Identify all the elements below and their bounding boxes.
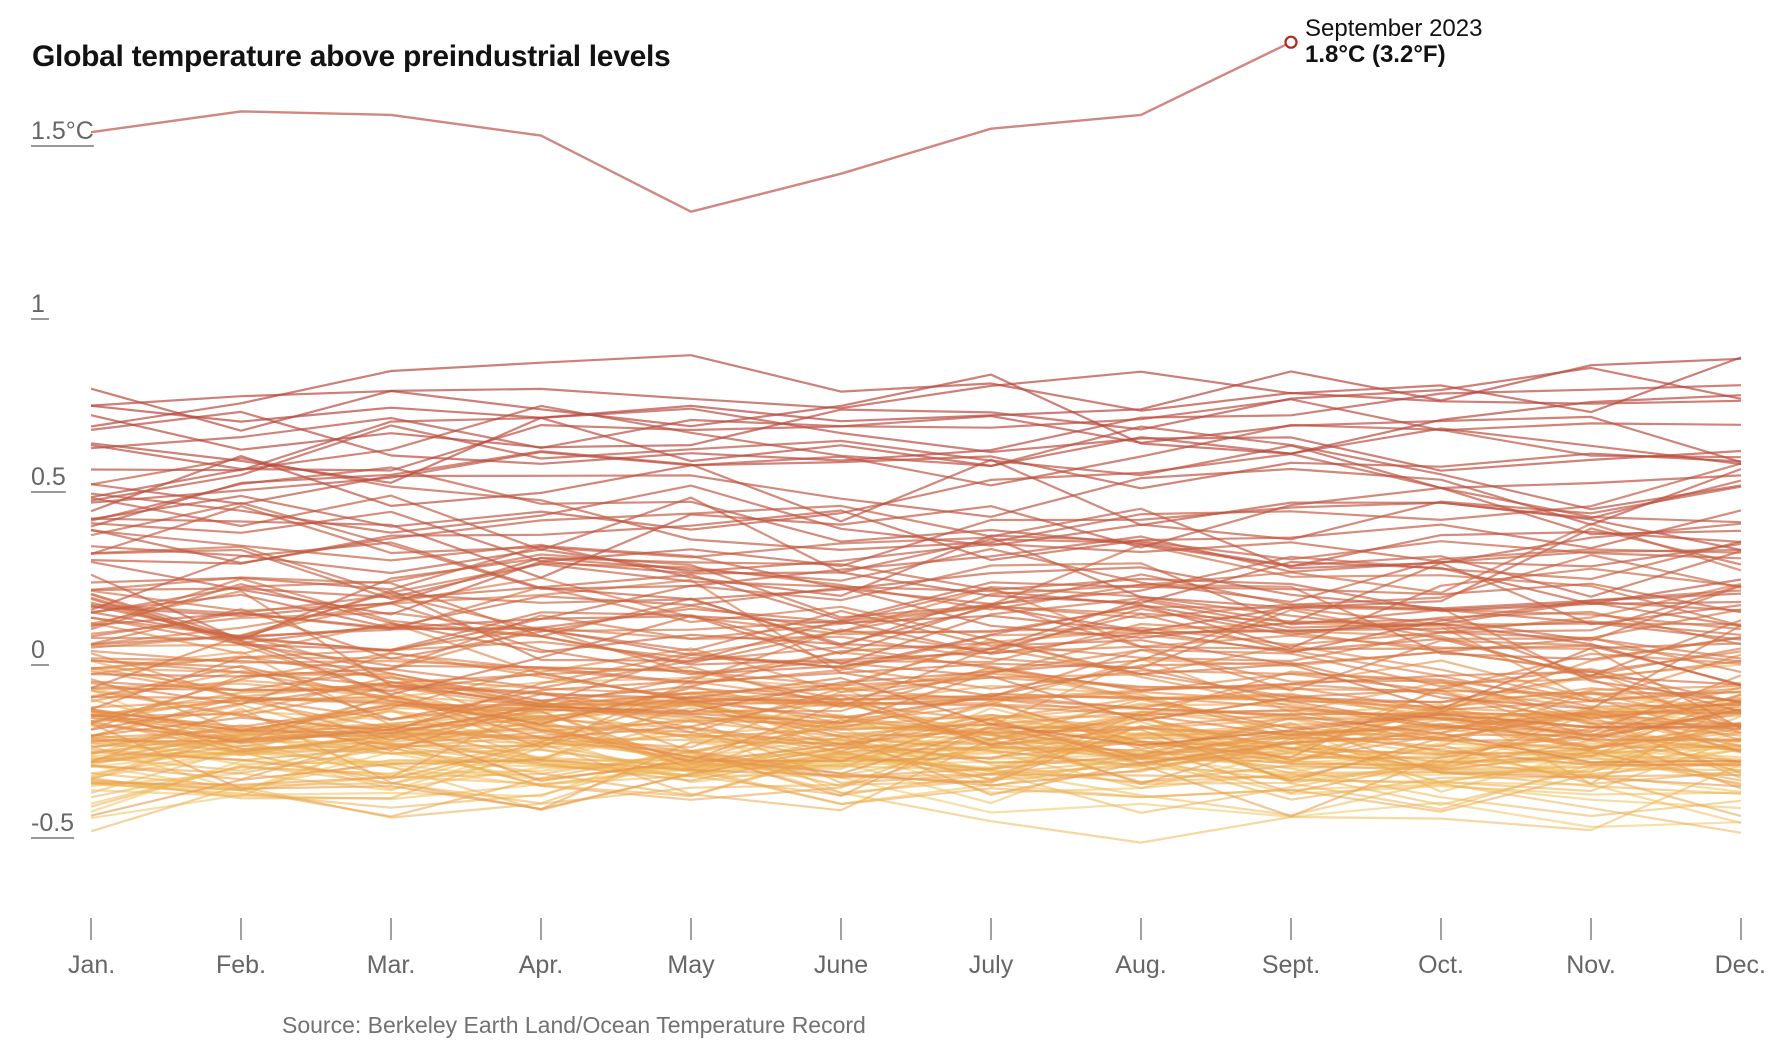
year-line (90, 593, 1742, 633)
year-line (90, 577, 1742, 686)
year-line (90, 407, 1742, 484)
year-line (90, 545, 1742, 654)
year-line (90, 679, 1742, 763)
annotation-date: September 2023 (1305, 15, 1482, 42)
year-line (90, 457, 1742, 551)
year-line (90, 652, 1742, 730)
year-line (90, 562, 1742, 653)
year-line (90, 585, 1742, 676)
year-line (90, 424, 1742, 502)
year-line (90, 651, 1742, 737)
year-line (90, 450, 1742, 552)
year-line (90, 529, 1742, 597)
x-tick-label: Nov. (1566, 951, 1616, 979)
year-line (90, 398, 1742, 450)
year-line (90, 657, 1742, 797)
year-line (90, 663, 1742, 833)
year-line (90, 541, 1742, 611)
year-line (90, 584, 1742, 696)
year-line (90, 354, 1742, 428)
x-tick-label: Dec. (1715, 951, 1766, 979)
year-line (90, 694, 1742, 775)
year-line (90, 486, 1742, 579)
x-tick-label: Mar. (367, 951, 416, 979)
highlight-marker (1284, 35, 1298, 49)
x-axis: Jan. Feb. Mar. Apr. May June July Aug. Sept. Oct.… (68, 918, 1766, 979)
y-tick-label: 1.5°C (31, 117, 94, 145)
year-line (90, 725, 1742, 844)
year-line (90, 452, 1742, 513)
year-line (90, 414, 1742, 472)
year-line (90, 484, 1742, 547)
year-line (90, 404, 1742, 511)
x-tick-label: Feb. (216, 951, 266, 979)
annotation-value: 1.8°C (3.2°F) (1305, 41, 1446, 68)
year-line (90, 648, 1742, 724)
year-line (90, 366, 1742, 451)
year-line (90, 605, 1742, 678)
year-line (90, 504, 1742, 570)
y-tick-label: -0.5 (31, 809, 74, 837)
y-tick-label: 1 (31, 290, 45, 318)
x-tick-label: July (969, 951, 1014, 979)
year-line (90, 501, 1742, 590)
year-line (90, 583, 1742, 654)
year-line (90, 628, 1742, 721)
year-line (90, 452, 1742, 536)
year-line (90, 357, 1742, 423)
source-note: Source: Berkeley Earth Land/Ocean Temper… (282, 1012, 866, 1038)
year-line (90, 540, 1742, 606)
year-line (90, 373, 1742, 455)
x-tick-label: Oct. (1418, 951, 1464, 979)
highlight-annotation: September 2023 1.8°C (3.2°F) (1305, 15, 1482, 68)
y-tick-label: 0 (31, 636, 45, 664)
year-line (90, 716, 1742, 810)
year-line (90, 567, 1742, 669)
year-line (90, 553, 1742, 619)
x-tick-label: June (814, 951, 868, 979)
y-axis: 1.5°C 1 0.5 0 -0.5 (31, 117, 94, 839)
year-line (90, 556, 1742, 617)
year-line (90, 384, 1742, 465)
series-lines (90, 354, 1742, 844)
x-tick-label: Aug. (1115, 951, 1166, 979)
year-line (90, 608, 1742, 684)
x-tick-label: Apr. (519, 951, 563, 979)
highlight-series (90, 35, 1298, 213)
highlight-line (90, 41, 1292, 213)
year-line (90, 648, 1742, 719)
year-line (90, 541, 1742, 575)
year-line (90, 563, 1742, 687)
x-tick-label: Jan. (68, 951, 115, 979)
year-line (90, 356, 1742, 432)
x-tick-label: Sept. (1262, 951, 1320, 979)
y-tick-label: 0.5 (31, 463, 66, 491)
chart-title: Global temperature above preindustrial l… (32, 40, 671, 73)
year-line (90, 494, 1742, 605)
year-line (90, 548, 1742, 621)
x-tick-label: May (667, 951, 715, 979)
